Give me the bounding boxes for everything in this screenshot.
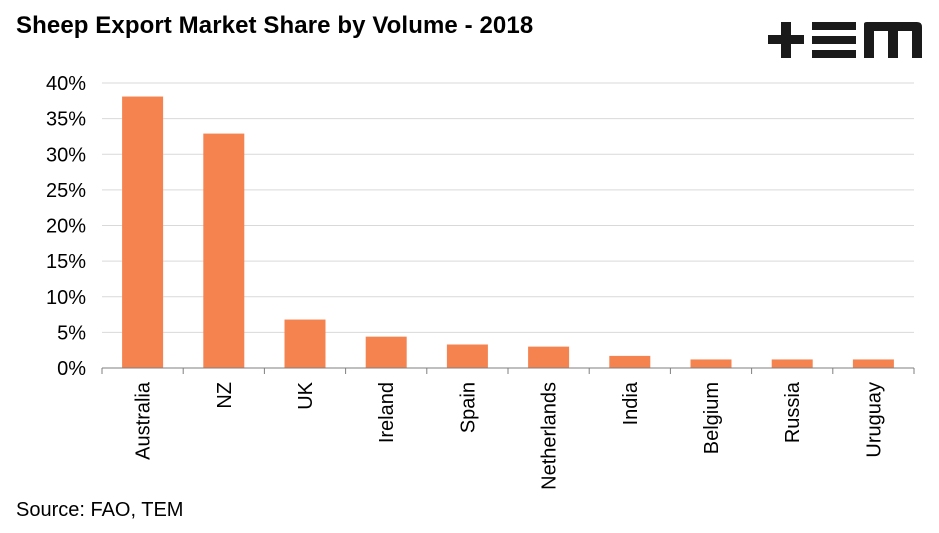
x-tick-label: Ireland (376, 382, 398, 443)
bar-belgium (690, 359, 732, 368)
y-tick-label: 15% (46, 251, 86, 273)
y-tick-label: 40% (46, 73, 86, 95)
x-tick-label: Australia (133, 381, 155, 460)
x-tick-label: Spain (457, 382, 479, 433)
y-tick-labels: 0% 5% 10% 15% 20% 25% 30% 35% 40% (46, 73, 86, 380)
y-tick-label: 5% (57, 322, 86, 344)
x-tick-label: Netherlands (539, 382, 561, 490)
tem-logo-mark (768, 22, 922, 58)
chart-title: Sheep Export Market Share by Volume - 20… (16, 12, 534, 39)
x-tick-label: UK (295, 381, 317, 409)
y-tick-label: 25% (46, 180, 86, 202)
x-tick-label: Uruguay (863, 382, 885, 458)
bar-russia (771, 359, 813, 368)
y-tick-label: 0% (57, 358, 86, 380)
bar-australia (122, 96, 164, 368)
bar-india (609, 355, 651, 368)
bar-ireland (365, 336, 407, 368)
y-tick-label: 30% (46, 144, 86, 166)
tem-logo (768, 22, 922, 58)
bar-uruguay (852, 359, 894, 368)
bar-uk (284, 319, 326, 368)
source-note: Source: FAO, TEM (16, 499, 184, 521)
bar-nz (203, 133, 245, 368)
y-tick-label: 10% (46, 287, 86, 309)
x-tick-label: India (620, 381, 642, 425)
x-tick-label: Russia (782, 381, 804, 443)
bars (122, 96, 894, 368)
y-tick-label: 20% (46, 216, 86, 238)
x-tick-labels: Australia NZ UK Ireland Spain Netherlands Indi… (133, 381, 886, 490)
axes (101, 367, 915, 374)
bar-netherlands (528, 346, 570, 368)
y-tick-label: 35% (46, 109, 86, 131)
x-tick-label: Belgium (701, 382, 723, 454)
bar-spain (446, 344, 488, 368)
x-tick-label: NZ (214, 382, 236, 409)
